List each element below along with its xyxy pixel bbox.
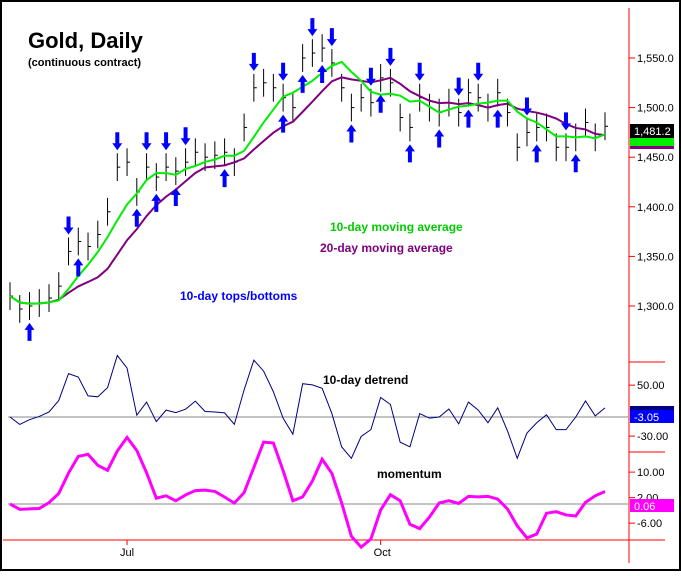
bottom-arrow (131, 208, 142, 227)
price-value: 1,481.2 (634, 126, 671, 138)
momentum-tick-label: 10.00 (637, 467, 665, 479)
top-arrow (63, 216, 74, 235)
bottom-arrow (151, 193, 162, 212)
momentum-value-box (630, 499, 674, 512)
tops-bottoms-label: 10-day tops/bottoms (180, 289, 298, 303)
top-arrow (453, 77, 464, 96)
price-tick-label: 1,300.0 (637, 301, 674, 313)
price-tick-label: 1,350.0 (637, 251, 674, 263)
price-tick-label: 1,500.0 (637, 103, 674, 115)
detrend-line (9, 354, 606, 460)
bottom-arrow (531, 144, 542, 163)
detrend-value: -3.05 (634, 412, 659, 424)
price-tick-label: 1,450.0 (637, 152, 674, 164)
detrend-tick-label: -30.00 (637, 431, 668, 443)
top-arrow (365, 67, 376, 86)
top-arrow (278, 62, 289, 81)
bottom-arrow (219, 169, 230, 188)
chart-subtitle: (continuous contract) (28, 57, 141, 69)
bottom-arrow (434, 129, 445, 148)
price-tick-label: 1,400.0 (637, 202, 674, 214)
top-arrow (326, 28, 337, 47)
top-arrow (385, 47, 396, 66)
bottom-arrow (375, 94, 386, 113)
top-arrow (521, 97, 532, 116)
bottom-arrow (73, 258, 84, 277)
momentum-value: 0.06 (634, 501, 655, 513)
detrend-value-box (630, 410, 674, 423)
top-arrow (307, 18, 318, 37)
detrend-hidden-box (630, 406, 674, 410)
top-arrow (473, 62, 484, 81)
x-tick-label: Jul (120, 547, 134, 559)
bottom-arrow (170, 187, 181, 206)
momentum-label: momentum (377, 467, 442, 481)
price-value-box (630, 124, 674, 138)
ma10-value-box (630, 138, 674, 146)
bottom-arrow (570, 154, 581, 173)
bottom-arrow (297, 74, 308, 93)
momentum-tick-label: -6.00 (637, 518, 662, 530)
bottom-arrow (24, 322, 35, 341)
top-arrow (560, 112, 571, 131)
bottom-arrow (346, 124, 357, 143)
bottom-arrow (278, 114, 289, 133)
top-arrow (414, 62, 425, 81)
chart-title: Gold, Daily (28, 28, 144, 53)
ma10-line (9, 60, 606, 305)
ma10-label: 10-day moving average (330, 220, 463, 234)
bottom-arrow (463, 109, 474, 128)
bottom-arrow (317, 64, 328, 83)
top-arrow (180, 127, 191, 146)
top-arrow (161, 132, 172, 151)
detrend-tick-label: 50.00 (637, 380, 665, 392)
ma20-line (9, 76, 606, 305)
price-tick-label: 1,550.0 (637, 53, 674, 65)
detrend-label: 10-day detrend (323, 373, 408, 387)
momentum-line (9, 434, 606, 550)
top-arrow (112, 132, 123, 151)
ma20-label: 20-day moving average (320, 241, 453, 255)
top-arrow (141, 132, 152, 151)
ma20-value-box (630, 146, 674, 149)
top-arrow (248, 52, 259, 71)
bottom-arrow (492, 109, 503, 128)
x-tick-label: Oct (374, 547, 391, 559)
bottom-arrow (404, 144, 415, 163)
